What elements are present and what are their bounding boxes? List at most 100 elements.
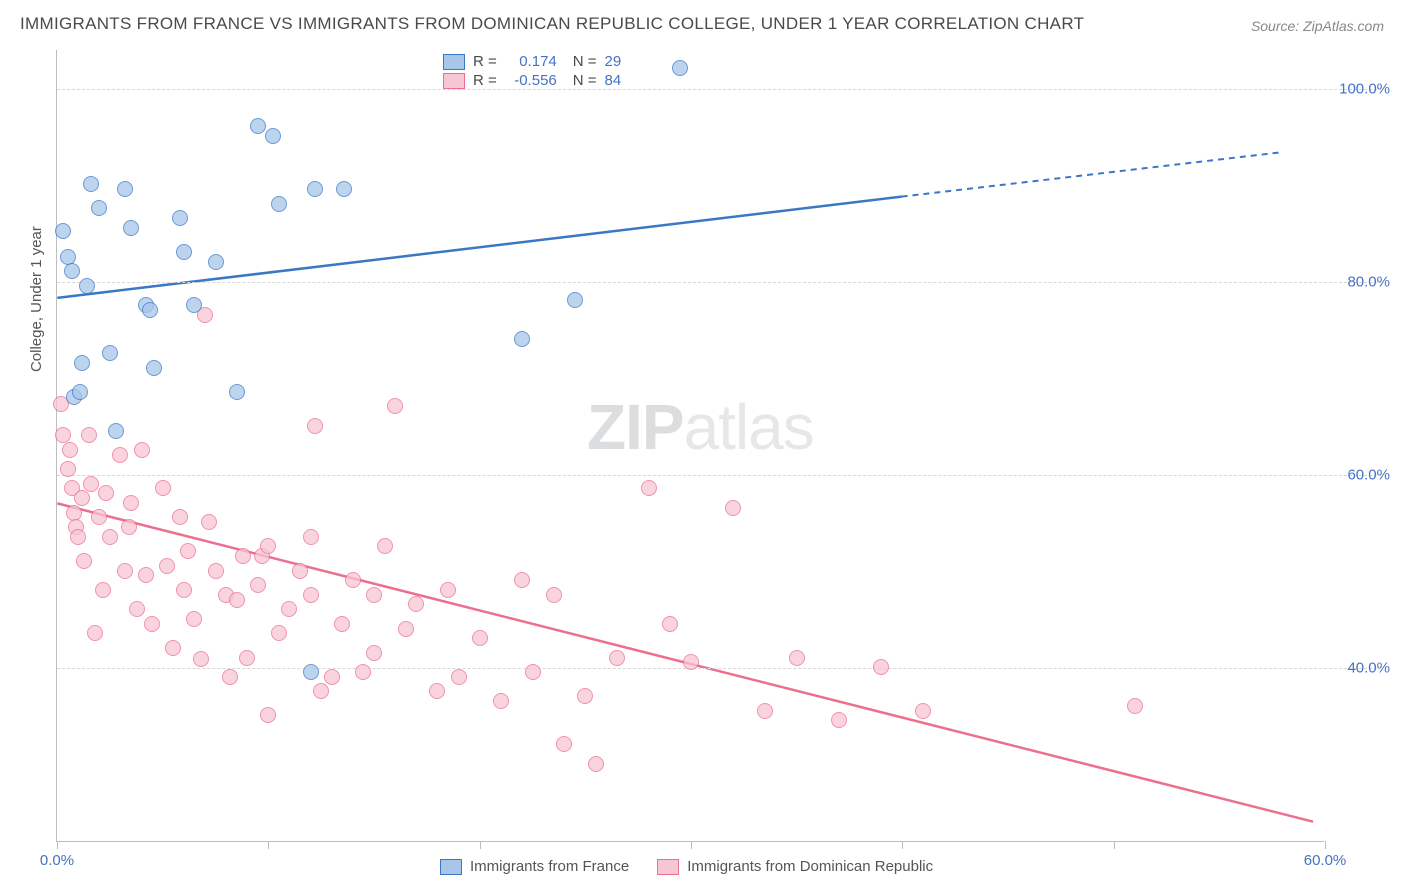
point-france <box>176 244 192 260</box>
point-dominican <box>493 693 509 709</box>
point-dominican <box>577 688 593 704</box>
x-tick-label: 0.0% <box>40 852 74 869</box>
trend-lines <box>57 50 1324 841</box>
point-dominican <box>76 553 92 569</box>
point-dominican <box>222 669 238 685</box>
x-tick <box>268 841 269 849</box>
stat-r-label: R = <box>473 72 497 89</box>
point-france <box>336 181 352 197</box>
point-dominican <box>172 509 188 525</box>
point-dominican <box>81 427 97 443</box>
x-tick <box>57 841 58 849</box>
watermark: ZIPatlas <box>587 390 814 464</box>
point-dominican <box>292 563 308 579</box>
point-dominican <box>377 538 393 554</box>
point-france <box>250 118 266 134</box>
gridline-h <box>57 475 1377 476</box>
legend: Immigrants from France Immigrants from Do… <box>440 858 933 875</box>
y-axis-label: College, Under 1 year <box>28 226 45 372</box>
point-dominican <box>87 625 103 641</box>
point-dominican <box>83 476 99 492</box>
point-dominican <box>831 712 847 728</box>
point-dominican <box>281 601 297 617</box>
point-dominican <box>546 587 562 603</box>
point-france <box>108 423 124 439</box>
point-france <box>307 181 323 197</box>
point-dominican <box>324 669 340 685</box>
point-france <box>303 664 319 680</box>
gridline-h <box>57 89 1377 90</box>
y-tick-label: 60.0% <box>1347 466 1390 483</box>
point-dominican <box>159 558 175 574</box>
point-france <box>271 196 287 212</box>
legend-label: Immigrants from Dominican Republic <box>687 858 933 875</box>
point-dominican <box>70 529 86 545</box>
point-dominican <box>129 601 145 617</box>
point-dominican <box>313 683 329 699</box>
point-dominican <box>250 577 266 593</box>
point-france <box>74 355 90 371</box>
point-dominican <box>609 650 625 666</box>
point-dominican <box>62 442 78 458</box>
point-dominican <box>355 664 371 680</box>
chart-title: IMMIGRANTS FROM FRANCE VS IMMIGRANTS FRO… <box>20 14 1084 34</box>
x-tick <box>1114 841 1115 849</box>
legend-label: Immigrants from France <box>470 858 629 875</box>
point-dominican <box>757 703 773 719</box>
point-dominican <box>451 669 467 685</box>
point-dominican <box>155 480 171 496</box>
stat-n-label: N = <box>573 53 597 70</box>
point-dominican <box>180 543 196 559</box>
point-dominican <box>239 650 255 666</box>
point-dominican <box>345 572 361 588</box>
point-dominican <box>91 509 107 525</box>
point-dominican <box>440 582 456 598</box>
point-france <box>514 331 530 347</box>
point-dominican <box>176 582 192 598</box>
legend-swatch <box>443 54 465 70</box>
x-tick <box>1325 841 1326 849</box>
point-dominican <box>134 442 150 458</box>
point-france <box>91 200 107 216</box>
point-dominican <box>95 582 111 598</box>
point-france <box>172 210 188 226</box>
point-dominican <box>873 659 889 675</box>
point-dominican <box>556 736 572 752</box>
point-dominican <box>117 563 133 579</box>
stat-row: R =0.174N =29 <box>437 52 627 71</box>
stat-n-value: 84 <box>605 72 622 89</box>
gridline-h <box>57 282 1377 283</box>
point-france <box>60 249 76 265</box>
point-dominican <box>229 592 245 608</box>
point-dominican <box>112 447 128 463</box>
point-dominican <box>514 572 530 588</box>
point-dominican <box>193 651 209 667</box>
point-france <box>146 360 162 376</box>
point-dominican <box>525 664 541 680</box>
point-dominican <box>725 500 741 516</box>
correlation-stats-box: R =0.174N =29R = -0.556 N = 84 <box>437 52 627 90</box>
legend-swatch <box>440 859 462 875</box>
point-dominican <box>1127 698 1143 714</box>
point-france <box>208 254 224 270</box>
watermark-zip: ZIP <box>587 391 684 463</box>
legend-item: Immigrants from France <box>440 858 629 875</box>
stat-r-value: -0.556 <box>505 72 557 89</box>
point-dominican <box>429 683 445 699</box>
point-france <box>83 176 99 192</box>
point-france <box>117 181 133 197</box>
point-dominican <box>662 616 678 632</box>
point-france <box>229 384 245 400</box>
point-dominican <box>186 611 202 627</box>
scatter-plot: ZIPatlas R =0.174N =29R =-0.556N =84 40.… <box>56 50 1324 842</box>
x-tick <box>902 841 903 849</box>
point-dominican <box>260 707 276 723</box>
point-france <box>142 302 158 318</box>
point-dominican <box>121 519 137 535</box>
point-dominican <box>138 567 154 583</box>
point-dominican <box>366 645 382 661</box>
point-france <box>102 345 118 361</box>
point-dominican <box>102 529 118 545</box>
y-tick-label: 100.0% <box>1339 80 1390 97</box>
point-france <box>55 223 71 239</box>
